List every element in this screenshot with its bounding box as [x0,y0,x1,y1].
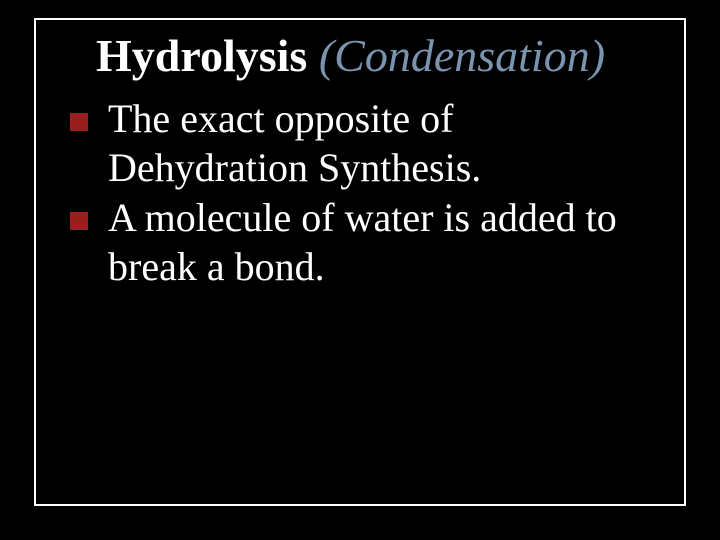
bullet-list: The exact opposite of Dehydration Synthe… [64,95,656,292]
slide-title: Hydrolysis (Condensation) [64,30,656,83]
list-item: The exact opposite of Dehydration Synthe… [68,95,656,193]
bullet-text: The exact opposite of Dehydration Synthe… [108,96,481,190]
slide: Hydrolysis (Condensation) The exact oppo… [0,0,720,540]
title-subtitle: (Condensation) [319,30,605,81]
title-main: Hydrolysis [96,30,319,81]
bullet-text: A molecule of water is added to break a … [108,195,617,289]
slide-frame: Hydrolysis (Condensation) The exact oppo… [34,18,686,506]
list-item: A molecule of water is added to break a … [68,194,656,292]
